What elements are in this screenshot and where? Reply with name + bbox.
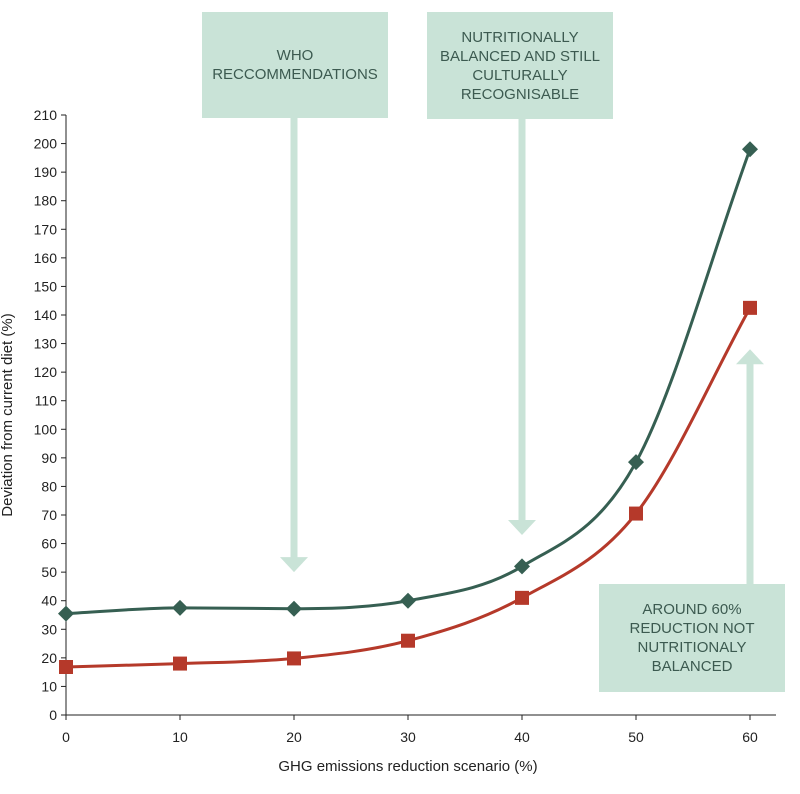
series-0-point-5 [628, 454, 644, 471]
y-tick-label-110: 110 [35, 393, 58, 409]
x-tick-label-10: 10 [172, 729, 188, 745]
x-tick-label-40: 40 [514, 729, 530, 745]
annotation-arrow-shape-1 [508, 119, 536, 535]
series-0-point-3 [400, 592, 416, 609]
annotation-arrow-shape-0 [280, 118, 308, 573]
y-tick-label-200: 200 [34, 136, 58, 152]
y-tick-label-180: 180 [34, 193, 58, 209]
x-tick-label-60: 60 [742, 729, 758, 745]
y-tick-label-30: 30 [41, 621, 57, 637]
y-tick-label-120: 120 [34, 364, 58, 380]
annotation-arrow-2 [736, 349, 764, 584]
y-tick-label-140: 140 [34, 307, 58, 323]
series-0-point-6 [742, 141, 758, 158]
x-tick-label-20: 20 [286, 729, 302, 745]
series-1-point-4 [515, 590, 529, 605]
series-1-point-6 [743, 300, 757, 315]
x-tick-label-0: 0 [62, 729, 70, 745]
y-tick-label-170: 170 [34, 221, 58, 237]
annotation-who-recommendations: WHO RECCOMMENDATIONS [202, 12, 388, 118]
y-tick-label-10: 10 [41, 678, 57, 694]
y-tick-label-20: 20 [41, 650, 57, 666]
annotation-arrow-0 [280, 118, 308, 573]
series-0-point-2 [286, 600, 302, 617]
series-0-point-0 [58, 605, 74, 622]
x-axis-title: GHG emissions reduction scenario (%) [278, 758, 537, 775]
annotation-nutritionally-balanced: NUTRITIONALLY BALANCED AND STILL CULTURA… [427, 12, 613, 119]
x-tick-label-50: 50 [628, 729, 644, 745]
y-tick-label-160: 160 [34, 250, 58, 266]
series-1-point-0 [59, 660, 73, 674]
y-tick-label-50: 50 [41, 564, 57, 580]
y-tick-label-210: 210 [34, 107, 58, 123]
series-1-point-1 [173, 656, 187, 671]
y-tick-label-150: 150 [34, 278, 58, 294]
y-tick-label-40: 40 [41, 593, 57, 609]
y-tick-label-80: 80 [41, 478, 57, 494]
annotation-around-60-reduction: AROUND 60% REDUCTION NOT NUTRITIONALY BA… [599, 584, 785, 692]
series-1-point-2 [287, 651, 301, 666]
y-tick-label-100: 100 [34, 421, 58, 437]
series-1-point-3 [401, 633, 415, 648]
series-0-point-1 [172, 599, 188, 616]
y-tick-label-0: 0 [49, 707, 57, 723]
x-tick-label-30: 30 [400, 729, 416, 745]
y-tick-label-190: 190 [34, 164, 58, 180]
y-tick-label-70: 70 [41, 507, 57, 523]
annotation-arrow-1 [508, 119, 536, 535]
y-tick-label-130: 130 [34, 336, 58, 352]
series-0-line [65, 148, 752, 616]
y-axis-title: Deviation from current diet (%) [0, 313, 16, 516]
y-tick-label-60: 60 [41, 536, 57, 552]
y-tick-label-90: 90 [41, 450, 57, 466]
annotation-arrow-shape-2 [736, 349, 764, 584]
series-0-point-4 [514, 558, 530, 575]
series-1-point-5 [629, 506, 643, 521]
